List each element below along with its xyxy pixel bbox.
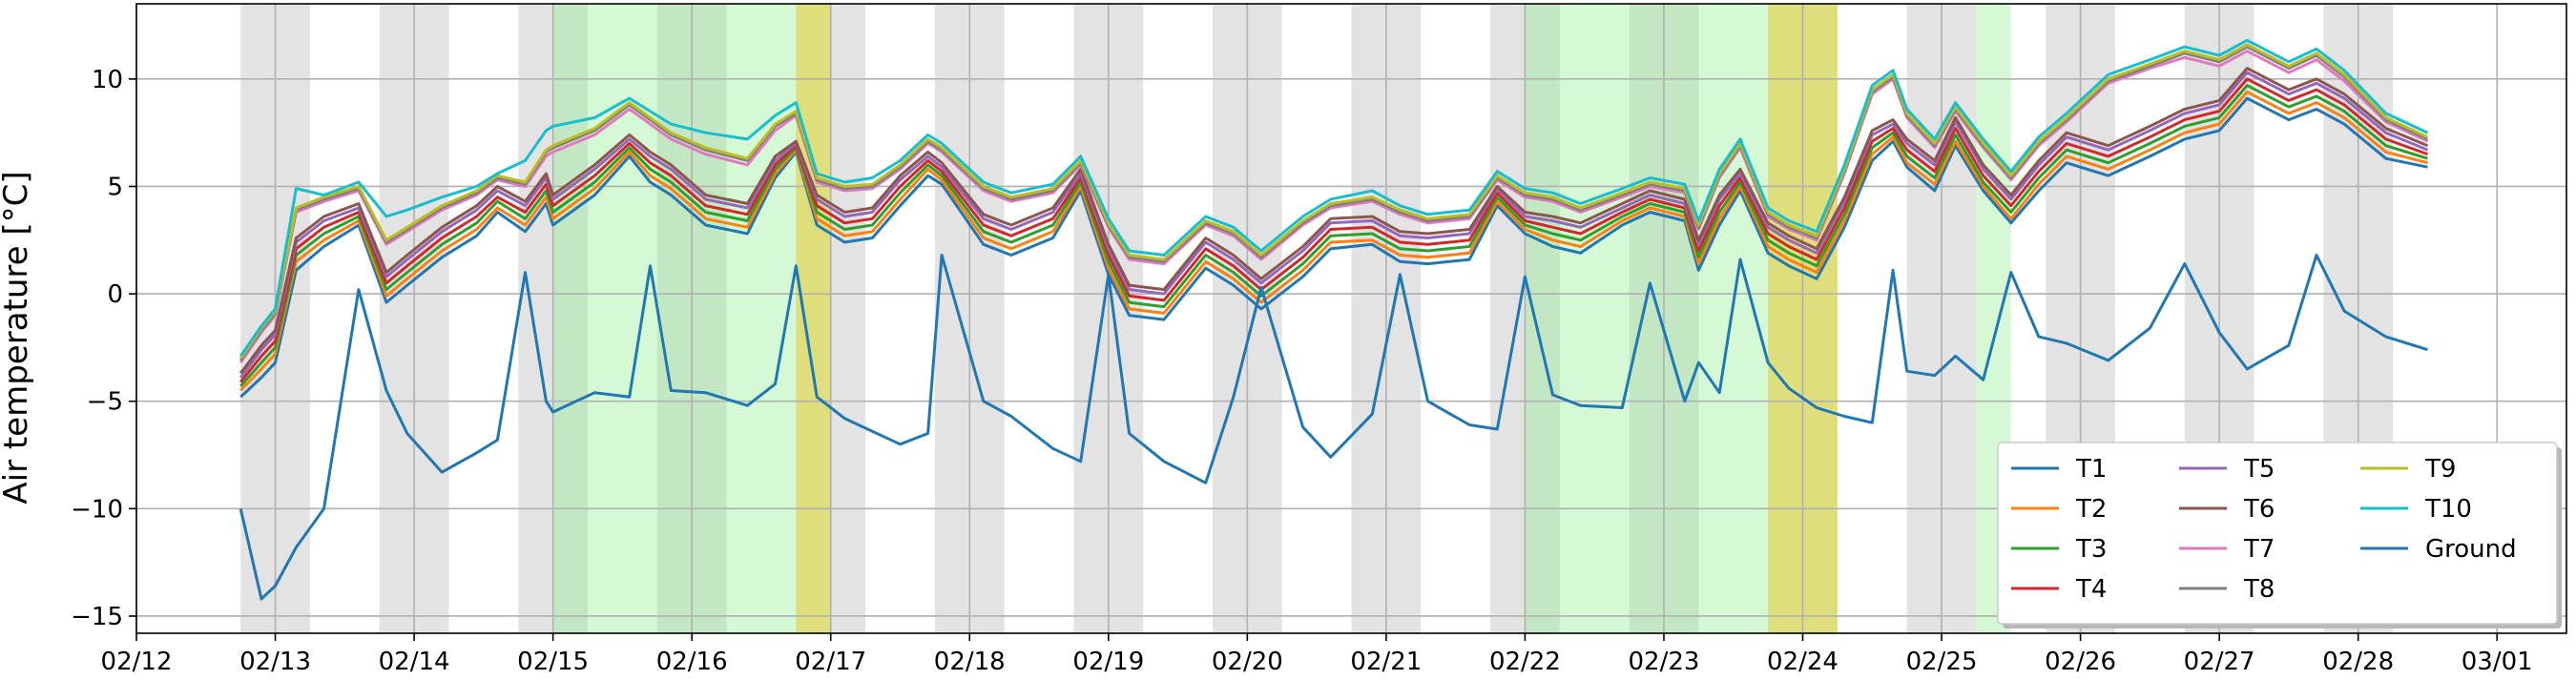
legend-label: T1 xyxy=(2075,455,2107,484)
y-tick-label: −5 xyxy=(87,388,123,417)
x-tick-label: 02/18 xyxy=(934,648,1006,676)
x-tick-label: 02/25 xyxy=(1906,648,1978,676)
y-tick-label: 10 xyxy=(92,66,123,94)
x-tick-label: 02/12 xyxy=(101,648,173,676)
x-tick-label: 02/14 xyxy=(379,648,450,676)
x-tick-label: 03/01 xyxy=(2462,648,2533,676)
legend-label: T2 xyxy=(2075,495,2107,524)
x-tick-label: 02/16 xyxy=(656,648,728,676)
y-tick-label: −15 xyxy=(71,603,123,631)
y-tick-label: 0 xyxy=(107,280,123,309)
x-tick-label: 02/20 xyxy=(1212,648,1283,676)
x-tick-label: 02/26 xyxy=(2045,648,2116,676)
legend-label: T10 xyxy=(2424,495,2472,524)
x-tick-label: 02/24 xyxy=(1767,648,1839,676)
x-tick-label: 02/19 xyxy=(1072,648,1144,676)
legend-label: T9 xyxy=(2424,455,2456,484)
x-tick-label: 02/28 xyxy=(2322,648,2394,676)
legend-label: T6 xyxy=(2243,495,2275,524)
y-tick-label: 5 xyxy=(107,173,123,201)
legend-label: T5 xyxy=(2243,455,2275,484)
x-tick-label: 02/17 xyxy=(795,648,866,676)
y-axis-label: Air temperature [°C] xyxy=(0,171,35,504)
x-tick-label: 02/13 xyxy=(239,648,311,676)
y-tick-label: −10 xyxy=(71,495,123,524)
legend-label: T7 xyxy=(2243,535,2275,564)
x-tick-label: 02/23 xyxy=(1629,648,1700,676)
legend-label: T3 xyxy=(2075,535,2107,564)
green-band-0 xyxy=(553,4,797,633)
legend-label: T4 xyxy=(2075,575,2107,604)
legend: T1 T2 T3 T4 T5 T6 T7 T8 T9 T10 Ground xyxy=(1998,443,2562,628)
x-tick-label: 02/22 xyxy=(1489,648,1561,676)
x-axis-ticks: 02/12 02/13 02/14 02/15 02/16 02/17 02/18 02/19… xyxy=(101,633,2533,676)
x-tick-label: 02/27 xyxy=(2184,648,2255,676)
yellow-band-0 xyxy=(796,4,830,633)
legend-label: Ground xyxy=(2425,535,2517,564)
legend-label: T8 xyxy=(2243,575,2275,604)
x-tick-label: 02/15 xyxy=(517,648,589,676)
y-axis-ticks: −15 −10 −5 0 5 10 xyxy=(71,66,136,631)
x-tick-label: 02/21 xyxy=(1350,648,1422,676)
